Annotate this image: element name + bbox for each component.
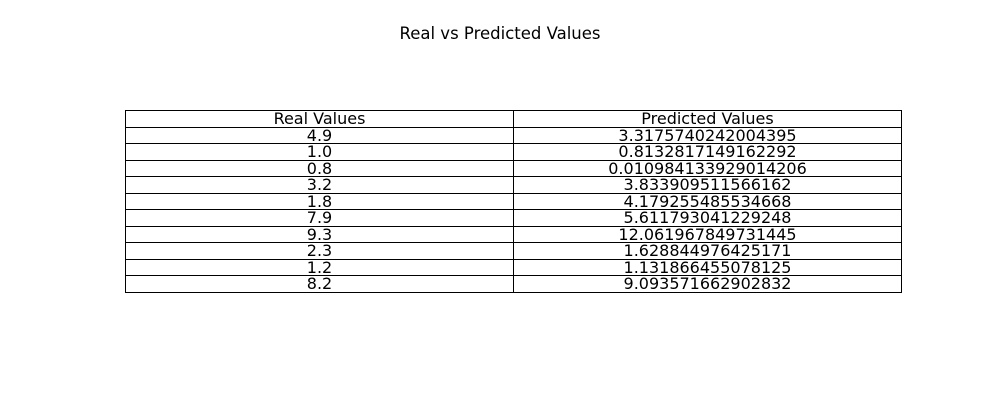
real-value-cell: 9.3: [125, 225, 514, 243]
predicted-value-cell: 9.093571662902832: [513, 275, 902, 293]
table-row: 3.2 3.833909511566162: [125, 176, 902, 194]
table-row: 1.2 1.131866455078125: [125, 258, 902, 276]
chart-title: Real vs Predicted Values: [399, 24, 601, 43]
predicted-value-cell: 0.010984133929014206: [513, 159, 902, 177]
predicted-value-cell: 12.061967849731445: [513, 225, 902, 243]
real-value-cell: 7.9: [125, 209, 514, 227]
table-row: 8.2 9.093571662902832: [125, 275, 902, 293]
predicted-value-cell: 3.833909511566162: [513, 176, 902, 194]
column-header-real-values: Real Values: [125, 110, 514, 128]
data-table: Real Values Predicted Values 4.9 3.31757…: [125, 110, 902, 293]
column-header-predicted-values: Predicted Values: [513, 110, 902, 128]
real-value-cell: 2.3: [125, 242, 514, 260]
predicted-value-cell: 5.611793041229248: [513, 209, 902, 227]
real-value-cell: 3.2: [125, 176, 514, 194]
predicted-value-cell: 4.179255485534668: [513, 192, 902, 210]
real-value-cell: 4.9: [125, 126, 514, 144]
table-row: 9.3 12.061967849731445: [125, 225, 902, 243]
table-row: 1.8 4.179255485534668: [125, 192, 902, 210]
real-value-cell: 1.2: [125, 258, 514, 276]
table-row: 1.0 0.8132817149162292: [125, 143, 902, 161]
predicted-value-cell: 1.628844976425171: [513, 242, 902, 260]
table-row: 2.3 1.628844976425171: [125, 242, 902, 260]
real-value-cell: 8.2: [125, 275, 514, 293]
real-value-cell: 1.0: [125, 143, 514, 161]
table-header-row: Real Values Predicted Values: [125, 110, 902, 128]
real-value-cell: 0.8: [125, 159, 514, 177]
predicted-value-cell: 3.3175740242004395: [513, 126, 902, 144]
predicted-value-cell: 0.8132817149162292: [513, 143, 902, 161]
table-row: 4.9 3.3175740242004395: [125, 126, 902, 144]
table-row: 7.9 5.611793041229248: [125, 209, 902, 227]
real-value-cell: 1.8: [125, 192, 514, 210]
predicted-value-cell: 1.131866455078125: [513, 258, 902, 276]
table-row: 0.8 0.010984133929014206: [125, 159, 902, 177]
